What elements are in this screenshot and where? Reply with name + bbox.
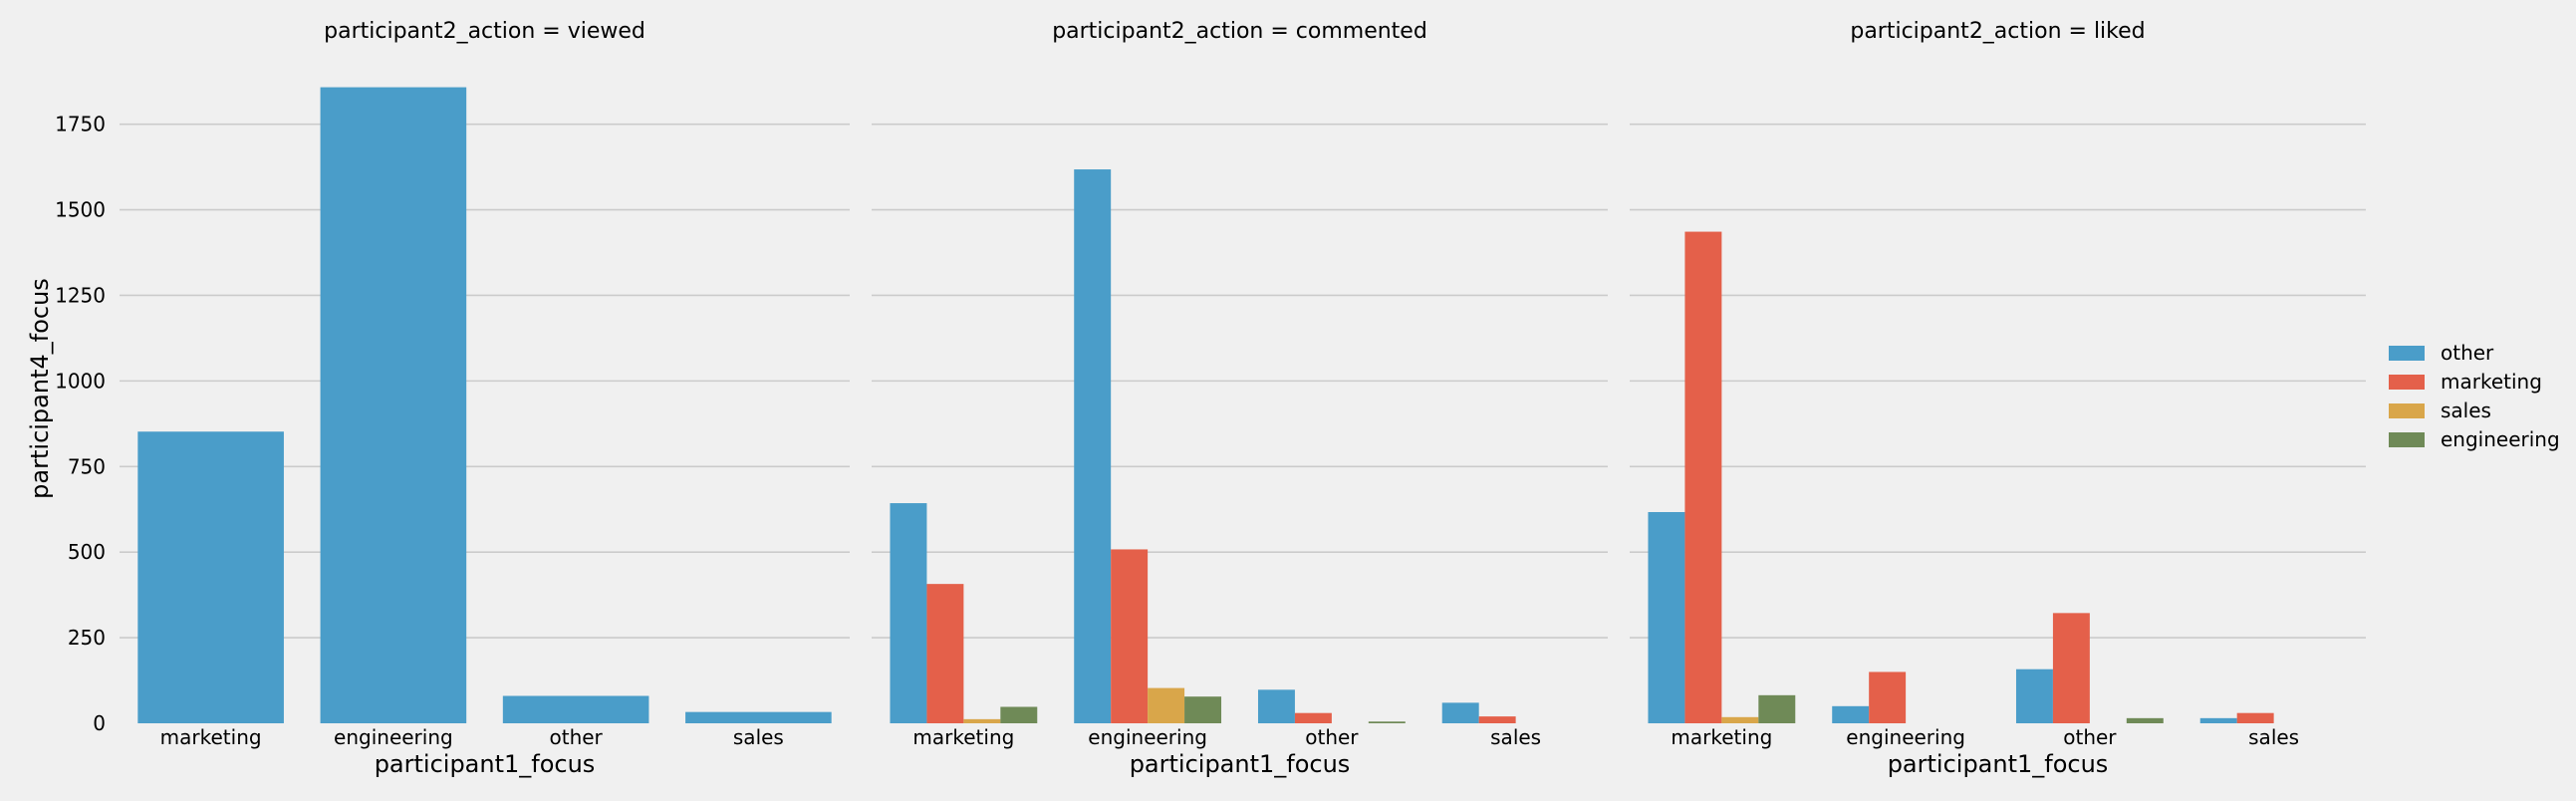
bar (1000, 706, 1038, 723)
x-tick-label: other (2063, 725, 2117, 749)
x-tick-label: engineering (1088, 725, 1207, 749)
bar (1869, 671, 1907, 723)
panel-title: participant2_action = liked (1850, 19, 2145, 44)
y-tick-label: 1500 (55, 198, 106, 222)
bar (1441, 702, 1479, 723)
bar (2126, 717, 2164, 723)
x-tick-label: other (1305, 725, 1359, 749)
bar (1184, 696, 1222, 723)
bar (320, 87, 467, 724)
legend-swatch (2389, 432, 2425, 447)
bar (685, 711, 832, 723)
legend-swatch (2389, 403, 2425, 418)
legend-swatch (2389, 346, 2425, 361)
panel-title: participant2_action = commented (1052, 19, 1427, 44)
y-tick-label: 1750 (55, 113, 106, 136)
x-tick-label: marketing (912, 725, 1014, 749)
bar (2052, 613, 2090, 723)
x-tick-label: sales (1490, 725, 1541, 749)
y-tick-label: 1250 (55, 283, 106, 307)
bar (890, 503, 927, 723)
bar (502, 695, 649, 723)
y-axis-label: participant4_focus (26, 278, 54, 499)
bar (2015, 668, 2053, 723)
bar (1832, 705, 1870, 723)
y-tick-label: 500 (68, 540, 106, 564)
x-tick-label: engineering (1846, 725, 1965, 749)
bar (1758, 694, 1796, 723)
x-axis-label: participant1_focus (1130, 750, 1351, 778)
y-tick-label: 0 (93, 711, 106, 735)
bar (2199, 717, 2237, 723)
bar (926, 584, 964, 723)
x-tick-label: sales (733, 725, 784, 749)
x-axis-label: participant1_focus (1888, 750, 2109, 778)
y-tick-label: 1000 (55, 369, 106, 393)
bar (1257, 689, 1295, 723)
x-tick-label: marketing (160, 725, 262, 749)
bar (2236, 712, 2274, 723)
y-tick-label: 250 (68, 626, 106, 650)
bar (963, 718, 1001, 723)
bar (1368, 721, 1406, 723)
bar (1684, 231, 1722, 723)
bar (1111, 549, 1149, 723)
bar (1294, 712, 1332, 723)
bar (1074, 169, 1112, 724)
x-tick-label: engineering (334, 725, 453, 749)
bar (1478, 716, 1516, 723)
x-tick-label: marketing (1671, 725, 1772, 749)
x-tick-label: other (549, 725, 603, 749)
x-tick-label: sales (2248, 725, 2299, 749)
legend-swatch (2389, 375, 2425, 390)
bar (1148, 687, 1185, 723)
bar (1648, 511, 1685, 723)
bar (137, 431, 284, 723)
y-tick-label: 750 (68, 454, 106, 478)
legend-label: marketing (2441, 370, 2542, 394)
bar (1721, 716, 1759, 723)
legend-label: other (2441, 341, 2494, 365)
x-axis-label: participant1_focus (375, 750, 596, 778)
legend-label: engineering (2441, 427, 2560, 451)
legend-label: sales (2441, 399, 2491, 422)
panel-title: participant2_action = viewed (324, 19, 645, 44)
